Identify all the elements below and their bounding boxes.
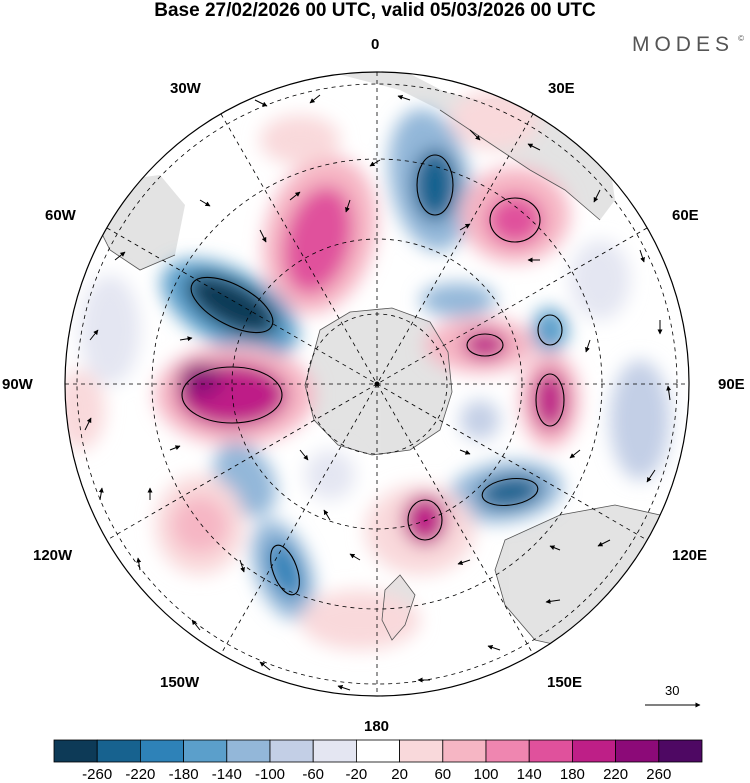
land-antarctica — [305, 308, 452, 455]
colorbar-swatch — [485, 739, 530, 763]
lon-label-180: 180 — [364, 718, 390, 735]
colorbar — [53, 739, 703, 763]
lon-label-0: 0 — [371, 36, 380, 53]
lon-label-60e: 60E — [672, 207, 699, 224]
colorbar-tick-label: 60 — [434, 766, 452, 783]
colorbar-tick-label: 140 — [516, 766, 542, 783]
lon-label-30w: 30W — [170, 80, 201, 97]
lon-label-30e: 30E — [548, 80, 575, 97]
colorbar-tick-label: -100 — [254, 766, 286, 783]
lon-label-150e: 150E — [547, 674, 583, 691]
lon-label-60w: 60W — [45, 207, 76, 224]
map-title: Base 27/02/2026 00 UTC, valid 05/03/2026… — [154, 0, 596, 21]
colorbar-swatch — [399, 739, 444, 763]
colorbar-swatch — [442, 739, 487, 763]
colorbar-swatch — [355, 739, 400, 763]
land-south-america — [305, 72, 615, 220]
colorbar-tick-label: 100 — [473, 766, 499, 783]
colorbar-tick-label: -260 — [82, 766, 113, 783]
colorbar-swatch — [615, 739, 660, 763]
lon-label-90e: 90E — [718, 376, 745, 393]
colorbar-tick-label: 180 — [559, 766, 585, 783]
colorbar-swatch — [572, 739, 617, 763]
colorbar-tick-label: -20 — [345, 766, 368, 783]
reference-vector-label: 30 — [665, 683, 680, 698]
colorbar-swatch — [269, 739, 314, 763]
modes-logo: MODES — [631, 33, 734, 56]
colorbar-tick-label: 220 — [603, 766, 629, 783]
colorbar-tick-label: -60 — [302, 766, 325, 783]
contour-lines — [181, 154, 565, 596]
colorbar-swatch — [53, 739, 98, 763]
colorbar-swatch — [528, 739, 573, 763]
colorbar-tick-label: 20 — [391, 766, 408, 783]
map-border — [64, 71, 690, 697]
colorbar-swatch — [183, 739, 228, 763]
lon-label-90w: 90W — [2, 376, 33, 393]
copyright-mark: © — [738, 34, 744, 43]
lon-label-120e: 120E — [672, 547, 708, 564]
anomaly-field — [65, 90, 670, 650]
colorbar-swatch — [226, 739, 271, 763]
colorbar-swatch — [312, 739, 357, 763]
colorbar-swatch — [658, 739, 703, 763]
colorbar-swatch — [139, 739, 184, 763]
colorbar-tick-label: 260 — [646, 766, 672, 783]
pole-marker — [374, 381, 380, 387]
lon-label-120w: 120W — [33, 547, 73, 564]
colorbar-tick-label: -220 — [125, 766, 156, 783]
colorbar-swatch — [96, 739, 141, 763]
lon-label-150w: 150W — [160, 674, 200, 691]
colorbar-tick-label: -180 — [168, 766, 199, 783]
colorbar-tick-label: -140 — [211, 766, 242, 783]
